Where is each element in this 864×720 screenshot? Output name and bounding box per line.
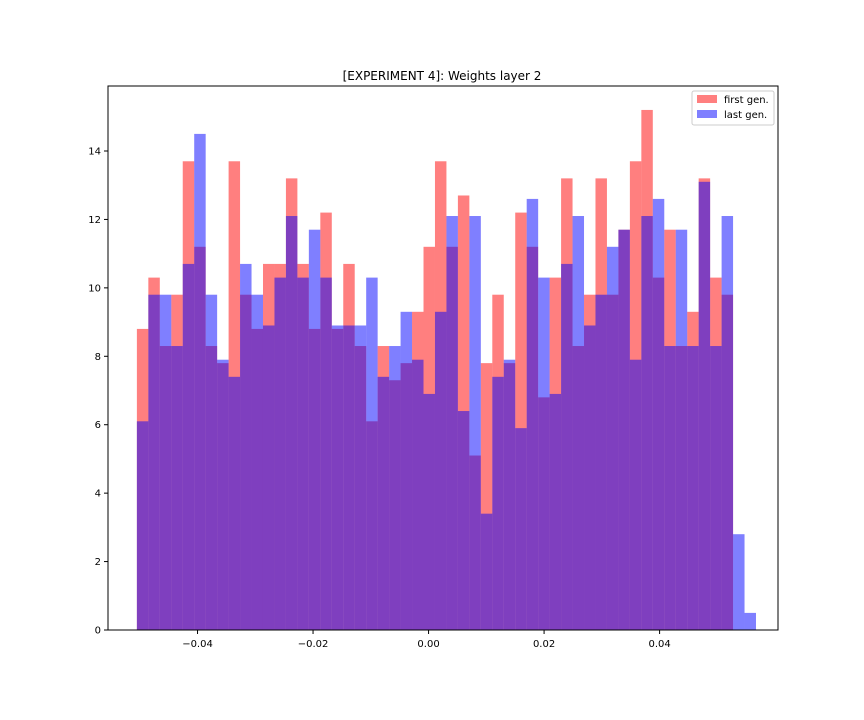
last-gen-bar [675, 229, 688, 630]
last-gen-bar [194, 133, 206, 631]
x-tick-label: 0.04 [648, 639, 670, 650]
legend: first gen. last gen. [691, 90, 775, 126]
last-gen-bar [366, 277, 378, 630]
last-gen-bar [515, 428, 527, 630]
last-gen-bar [629, 359, 642, 630]
x-tick-label: −0.02 [298, 639, 329, 650]
x-tick-label: 0.02 [533, 639, 555, 650]
y-tick-label: 12 [88, 215, 101, 226]
last-gen-bar [343, 325, 355, 630]
chart-title: [EXPERIMENT 4]: Weights layer 2 [343, 69, 542, 83]
last-gen-bar [698, 181, 711, 630]
last-gen-bar [744, 612, 756, 630]
x-tick-label: 0.00 [417, 639, 439, 650]
last-gen-bar [538, 277, 550, 630]
legend-label-first: first gen. [724, 95, 769, 106]
last-gen-bar [480, 513, 493, 630]
last-gen-bar [171, 346, 183, 630]
y-tick-label: 14 [88, 147, 101, 158]
last-gen-bar [262, 325, 275, 630]
first-gen-bar [515, 212, 527, 631]
last-gen-bar [274, 277, 286, 630]
last-gen-bar [526, 198, 539, 631]
last-gen-bar [400, 311, 413, 630]
last-gen-bar [251, 294, 263, 630]
last-gen-bar [377, 376, 390, 630]
y-tick-label: 2 [95, 557, 101, 568]
last-gen-bar [652, 198, 665, 631]
last-gen-bar [606, 246, 619, 630]
first-gen-bar [480, 363, 493, 630]
last-gen-bar [354, 325, 367, 630]
last-gen-bar [457, 411, 470, 630]
legend-swatch-first [697, 95, 717, 103]
plot-frame [107, 85, 779, 631]
last-gen-bar [159, 294, 172, 630]
last-gen-bar [561, 263, 573, 630]
last-gen-bar [423, 393, 435, 630]
last-gen-bar [228, 376, 241, 630]
y-tick-label: 4 [95, 489, 101, 500]
last-gen-bar [434, 311, 447, 630]
last-gen-bar [584, 325, 596, 630]
y-axis: 0 2 4 6 8 10 12 14 [88, 147, 108, 637]
last-gen-bar [389, 346, 401, 630]
last-gen-bar [320, 277, 332, 630]
last-gen-bar [572, 216, 585, 630]
last-gen-bar [492, 376, 504, 630]
legend-swatch-last [697, 110, 717, 118]
last-gen-bar [240, 263, 252, 630]
last-gen-bar [503, 359, 516, 630]
x-tick-label: −0.04 [182, 639, 213, 650]
legend-label-last: last gen. [724, 110, 767, 121]
last-gen-bar [641, 216, 653, 630]
last-gen-bar [297, 277, 309, 630]
last-gen-bar [285, 216, 298, 630]
last-gen-bars [136, 133, 756, 631]
y-tick-label: 0 [95, 626, 101, 637]
y-tick-label: 6 [95, 420, 101, 431]
last-gen-bar [687, 346, 699, 630]
y-tick-label: 8 [95, 352, 101, 363]
last-gen-bar [205, 294, 218, 630]
last-gen-bar [710, 346, 722, 630]
last-gen-bar [331, 325, 344, 630]
last-gen-bar [182, 263, 195, 630]
y-tick-label: 10 [88, 283, 101, 294]
x-axis: −0.04 −0.02 0.00 0.02 0.04 [182, 630, 671, 650]
last-gen-bar [595, 294, 607, 630]
last-gen-bar [469, 216, 481, 630]
last-gen-bar [446, 216, 458, 630]
last-gen-bar [733, 534, 745, 630]
last-gen-bar [217, 359, 229, 630]
last-gen-bar [664, 346, 676, 630]
last-gen-bar [412, 359, 424, 630]
last-gen-bar [618, 229, 630, 630]
last-gen-bar [148, 294, 160, 630]
last-gen-bar [721, 216, 734, 630]
last-gen-bar [549, 393, 562, 630]
last-gen-bar [308, 229, 321, 630]
last-gen-bar [136, 421, 149, 630]
